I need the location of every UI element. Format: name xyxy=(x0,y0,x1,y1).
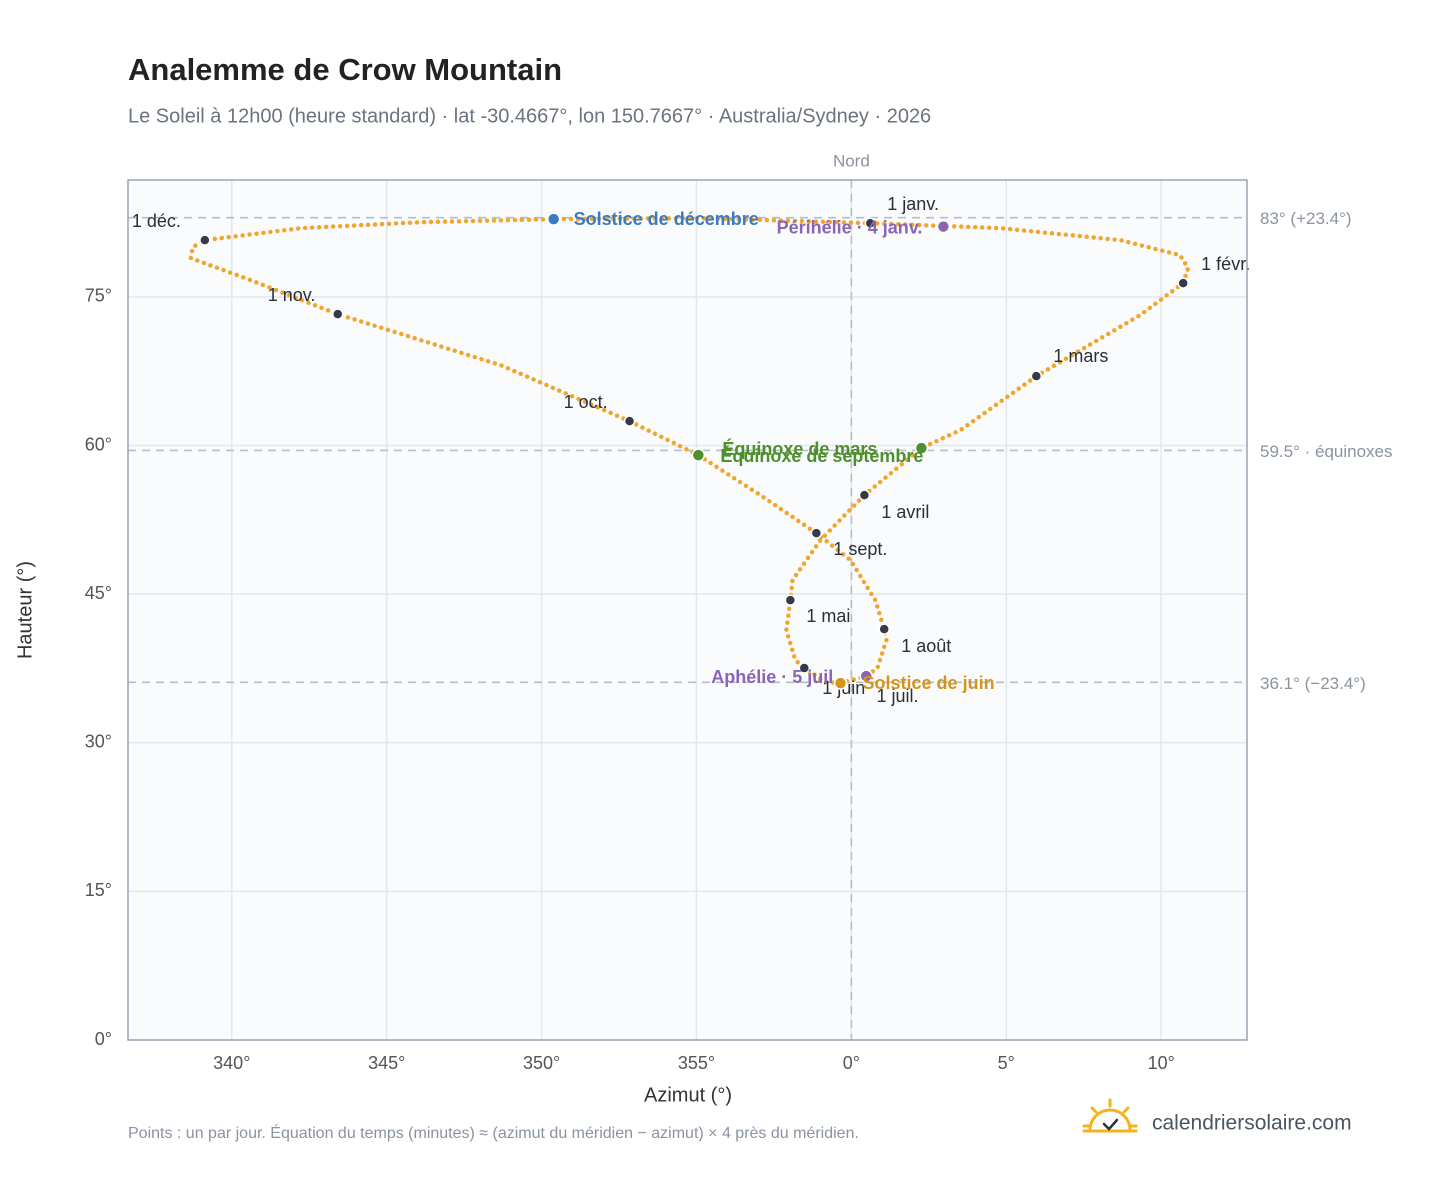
footnote: Points : un par jour. Équation du temps … xyxy=(128,1123,859,1142)
chart-subtitle: Le Soleil à 12h00 (heure standard) · lat… xyxy=(128,105,931,127)
month-label: 1 janv. xyxy=(887,194,939,214)
month-label: 1 août xyxy=(901,636,951,656)
plot-area xyxy=(128,180,1247,1040)
month-label: 1 juil. xyxy=(877,686,919,706)
plot-frame xyxy=(127,179,1248,1041)
month-marker xyxy=(858,489,871,501)
month-label: 1 mars xyxy=(1053,346,1108,366)
y-tick-label: 60° xyxy=(85,434,112,454)
month-label: 1 oct. xyxy=(564,392,608,412)
x-tick-label: 0° xyxy=(843,1053,860,1073)
month-marker xyxy=(864,217,877,229)
event-label: Équinoxe de septembre xyxy=(720,445,923,466)
y-tick-label: 45° xyxy=(85,583,112,603)
analemma-path xyxy=(188,215,1191,686)
month-marker xyxy=(331,308,344,320)
month-label: 1 févr. xyxy=(1201,254,1250,274)
event-marker xyxy=(546,212,561,226)
month-marker xyxy=(199,234,211,246)
month-label: 1 déc. xyxy=(132,211,181,231)
event-label: Périhélie · 4 janv. xyxy=(777,217,923,237)
month-marker xyxy=(810,527,823,539)
month-marker xyxy=(878,623,890,635)
month-marker xyxy=(784,594,797,606)
event-marker xyxy=(859,669,874,683)
month-marker xyxy=(1030,370,1043,382)
event-marker xyxy=(833,676,848,690)
north-label: Nord xyxy=(833,151,870,170)
month-marker xyxy=(1177,277,1189,289)
brand-logo xyxy=(1082,1098,1138,1133)
x-tick-label: 355° xyxy=(678,1053,715,1073)
month-marker xyxy=(798,662,811,674)
event-marker xyxy=(691,448,706,462)
x-tick-label: 10° xyxy=(1148,1053,1175,1073)
month-label: 1 mai xyxy=(806,606,850,626)
reference-label: 36.1° (−23.4°) xyxy=(1260,674,1366,693)
event-label: Aphélie · 5 juil. xyxy=(711,667,838,687)
brand-name: calendriersolaire.com xyxy=(1152,1112,1352,1135)
y-tick-label: 30° xyxy=(85,732,112,752)
reference-label: 59.5° · équinoxes xyxy=(1260,442,1393,461)
y-axis-title: Hauteur (°) xyxy=(14,561,36,659)
month-label: 1 sept. xyxy=(833,539,887,559)
x-tick-label: 340° xyxy=(213,1053,250,1073)
x-tick-label: 5° xyxy=(998,1053,1015,1073)
month-marker xyxy=(623,415,636,427)
event-marker xyxy=(914,441,929,455)
x-axis-title: Azimut (°) xyxy=(644,1084,732,1106)
month-label: 1 avril xyxy=(881,502,929,522)
x-tick-label: 345° xyxy=(368,1053,405,1073)
grid xyxy=(128,180,1247,1041)
event-label: Équinoxe de mars xyxy=(722,438,877,459)
event-marker xyxy=(936,219,951,234)
chart-title: Analemme de Crow Mountain xyxy=(128,52,562,87)
reference-label: 83° (+23.4°) xyxy=(1260,209,1352,228)
event-label: Solstice de décembre xyxy=(574,209,759,229)
x-tick-label: 350° xyxy=(523,1053,560,1073)
y-tick-label: 15° xyxy=(85,880,112,900)
event-label: Solstice de juin xyxy=(863,673,995,693)
y-tick-label: 0° xyxy=(95,1029,112,1049)
y-tick-label: 75° xyxy=(85,286,112,306)
month-label: 1 nov. xyxy=(268,285,316,305)
